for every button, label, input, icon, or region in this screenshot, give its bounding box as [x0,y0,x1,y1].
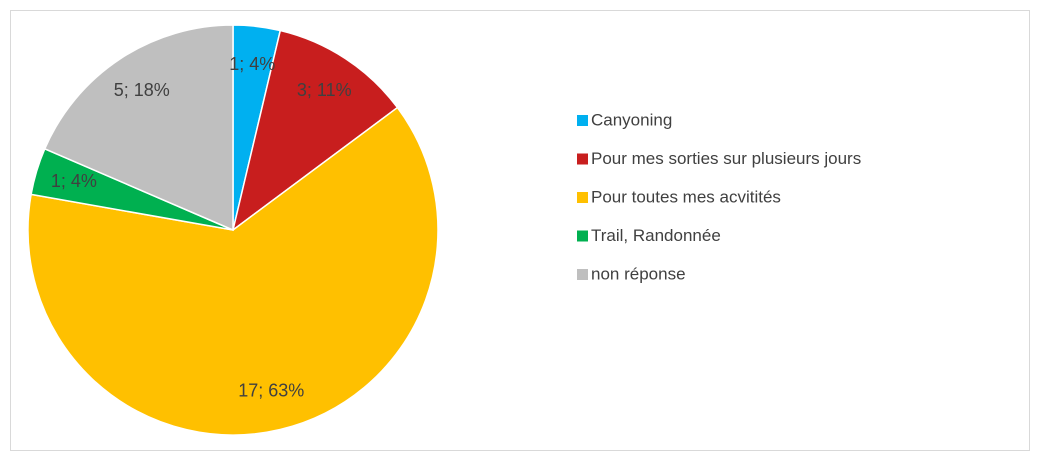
legend-swatch [577,153,588,165]
data-label: 1; 4% [229,54,275,74]
pie-slice [43,24,234,232]
legend-label: Pour toutes mes acvitités [591,187,781,206]
data-label: 3; 11% [297,80,352,100]
legend-swatch [577,269,588,280]
legend-label: non réponse [591,264,686,283]
legend-swatch [577,230,588,242]
legend-label: Pour mes sorties sur plusieurs jours [591,149,861,168]
data-label: 1; 4% [51,171,97,191]
legend-label: Trail, Randonnée [591,226,721,245]
legend-label: Canyoning [591,110,672,129]
pie-slice [231,29,399,232]
pie-slice [27,106,439,436]
legend-swatch [577,115,588,126]
legend-swatch [577,192,588,203]
data-label: 17; 63% [238,380,304,400]
data-label: 5; 18% [114,80,170,100]
